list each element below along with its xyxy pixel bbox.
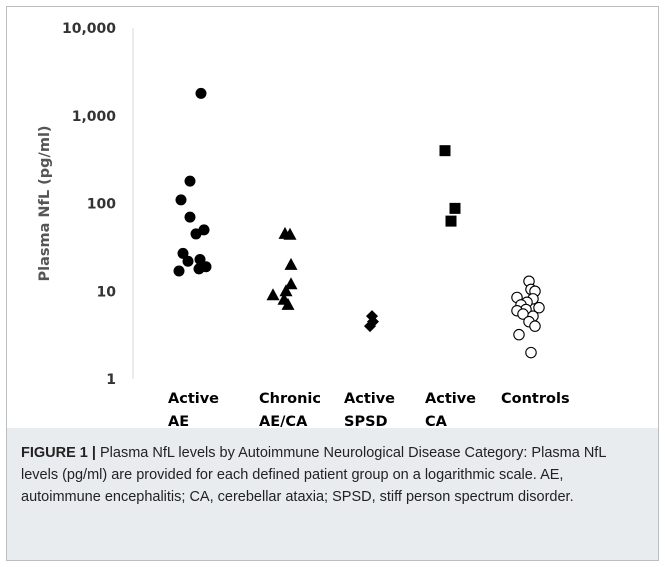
data-point-square — [449, 202, 461, 214]
data-point-triangle — [284, 277, 298, 290]
data-point-circle — [175, 194, 187, 206]
figure-frame: 1 10 100 1,000 10,000 Plasma NfL (pg/ml) Activ… — [6, 6, 659, 561]
y-tick-label: 10,000 — [62, 21, 116, 37]
data-point-circle — [194, 254, 206, 266]
x-category-label: Active — [344, 391, 395, 407]
data-point-square — [439, 145, 451, 157]
y-tick-label: 1 — [106, 372, 116, 388]
data-point-triangle — [279, 284, 293, 297]
data-point-circle — [184, 211, 196, 223]
x-category-label: CA — [425, 414, 448, 427]
y-tick-label: 1,000 — [72, 109, 117, 125]
caption-box: FIGURE 1 | Plasma NfL levels by Autoimmu… — [7, 428, 658, 560]
x-category-label: AE/CA — [259, 414, 308, 427]
data-point-triangle — [283, 227, 297, 240]
data-point-triangle — [266, 288, 280, 301]
y-axis-title: Plasma NfL (pg/ml) — [37, 125, 53, 281]
data-point-circle — [193, 263, 205, 275]
data-point-circle — [195, 87, 207, 99]
caption-text: Plasma NfL levels by Autoimmune Neurolog… — [21, 445, 606, 505]
data-point-triangle — [284, 257, 298, 270]
x-category-label: Controls — [501, 391, 570, 407]
figure-label: FIGURE 1 | — [21, 445, 96, 461]
data-point-triangle — [281, 297, 295, 310]
x-category-label: Chronic — [259, 391, 321, 407]
data-point-open-circle — [533, 301, 545, 314]
data-point-circle — [182, 255, 194, 267]
data-point-circle — [184, 175, 196, 187]
y-tick-label: 10 — [97, 284, 117, 300]
data-point-open-circle — [529, 320, 541, 332]
data-point-open-circle — [525, 346, 537, 359]
data-point-circle — [177, 247, 189, 259]
x-category-label: SPSD — [344, 414, 388, 427]
data-point-circle — [173, 265, 185, 277]
data-point-square — [445, 215, 457, 227]
data-point-circle — [190, 228, 202, 240]
x-category-label: AE — [168, 414, 189, 427]
figure-caption: FIGURE 1 | Plasma NfL levels by Autoimmu… — [21, 442, 646, 508]
x-category-label: Active — [425, 391, 476, 407]
x-category-label: Active — [168, 391, 219, 407]
data-point-open-circle — [513, 328, 525, 341]
y-tick-label: 100 — [87, 197, 116, 213]
data-point-diamond — [364, 320, 376, 333]
nfl-scatter-chart: 1 10 100 1,000 10,000 Plasma NfL (pg/ml) Activ… — [37, 21, 570, 427]
